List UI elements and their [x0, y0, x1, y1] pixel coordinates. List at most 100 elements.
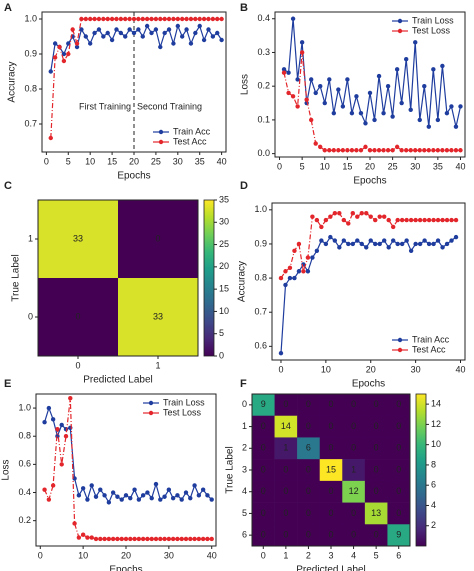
data-point	[386, 245, 391, 250]
colorbar-tick-label: 30	[219, 217, 229, 227]
data-point	[93, 536, 99, 542]
cell-label: 0	[396, 421, 401, 431]
cell-label: 0	[283, 508, 288, 518]
colorbar-tick-label: 15	[219, 284, 229, 294]
data-point	[327, 148, 332, 153]
heatmap-cell	[118, 278, 199, 357]
y-axis-title: True Label	[225, 446, 236, 493]
x-tick-label: 30	[164, 550, 174, 560]
data-point	[144, 16, 150, 22]
cell-label: 0	[306, 421, 311, 431]
data-point	[118, 16, 124, 22]
cell-label: 0	[374, 399, 379, 409]
cell-label: 0	[306, 464, 311, 474]
y-axis-title: True Label	[11, 254, 22, 301]
data-point	[296, 241, 302, 247]
data-point	[426, 241, 432, 247]
cell-label: 0	[351, 508, 356, 518]
heatmap-cell	[387, 524, 411, 547]
cell-label: 0	[306, 508, 311, 518]
data-point	[385, 83, 391, 89]
y-tick-label: 0.6	[254, 341, 267, 351]
legend-marker	[397, 18, 403, 24]
heatmap-cell	[297, 394, 321, 417]
data-point	[85, 497, 90, 502]
data-point	[453, 217, 459, 223]
data-point	[85, 535, 90, 540]
data-point	[109, 16, 115, 22]
colorbar-tick-label: 6	[431, 480, 436, 490]
data-point	[210, 16, 216, 22]
y-tick-label: 0.2	[18, 515, 31, 525]
heatmap-cell	[319, 415, 343, 438]
data-point	[162, 536, 167, 542]
x-tick-label: 0	[277, 161, 282, 171]
y-tick-label: 0.8	[254, 272, 267, 282]
cell-label: 0	[328, 486, 333, 496]
cell-label: 0	[328, 421, 333, 431]
data-point	[299, 40, 305, 45]
data-point	[278, 350, 284, 356]
data-point	[286, 70, 291, 75]
data-point	[422, 148, 427, 153]
data-point	[422, 217, 427, 223]
data-point	[110, 536, 116, 542]
heatmap-cell	[297, 502, 321, 525]
cell-label: 0	[328, 508, 333, 518]
data-point	[390, 238, 396, 243]
series-line	[50, 24, 223, 72]
data-point	[166, 16, 172, 22]
data-point	[426, 148, 432, 153]
data-point	[399, 241, 405, 247]
data-point	[458, 148, 463, 153]
series-line	[44, 398, 212, 540]
data-point	[345, 148, 350, 153]
data-point	[337, 211, 342, 216]
data-point	[42, 487, 47, 492]
x-tick-label: 40	[207, 550, 217, 560]
data-point	[319, 238, 324, 243]
data-point	[417, 148, 422, 153]
y-tick-label: 0.3	[257, 47, 270, 57]
data-point	[287, 265, 293, 271]
y-tick-label: 2	[242, 443, 247, 453]
data-point	[98, 536, 103, 542]
colorbar-tick-label: 0	[219, 350, 224, 360]
data-point	[287, 275, 293, 281]
data-point	[96, 16, 102, 22]
data-point	[140, 16, 145, 22]
heatmap-cell	[387, 437, 411, 460]
data-point	[399, 148, 404, 153]
heatmap-cell	[252, 480, 275, 503]
cell-label: 6	[306, 443, 311, 453]
data-point	[193, 30, 198, 36]
data-point	[98, 487, 103, 492]
colorbar-tick-label: 12	[431, 419, 441, 429]
cell-label: 1	[351, 464, 356, 474]
heatmap-cell	[364, 524, 388, 547]
data-point	[373, 217, 378, 223]
data-point	[444, 148, 450, 153]
data-point	[52, 55, 58, 60]
annotation: Second Training	[137, 102, 202, 112]
cell-label: 0	[328, 530, 333, 540]
data-point	[136, 16, 141, 22]
data-point	[87, 41, 93, 46]
data-point	[188, 536, 193, 542]
colorbar-tick-label: 10	[219, 306, 229, 316]
y-tick-label: 0.8	[24, 83, 37, 93]
x-tick-label: 40	[456, 364, 466, 374]
x-tick-label: 5	[300, 161, 305, 171]
data-point	[286, 90, 291, 96]
data-point	[200, 536, 206, 542]
data-point	[304, 97, 309, 102]
cell-label: 0	[306, 399, 311, 409]
data-point	[296, 269, 302, 274]
x-tick-label: 0	[261, 550, 266, 560]
data-point	[336, 148, 341, 153]
data-point	[413, 241, 418, 247]
y-tick-label: 0.6	[18, 459, 31, 469]
